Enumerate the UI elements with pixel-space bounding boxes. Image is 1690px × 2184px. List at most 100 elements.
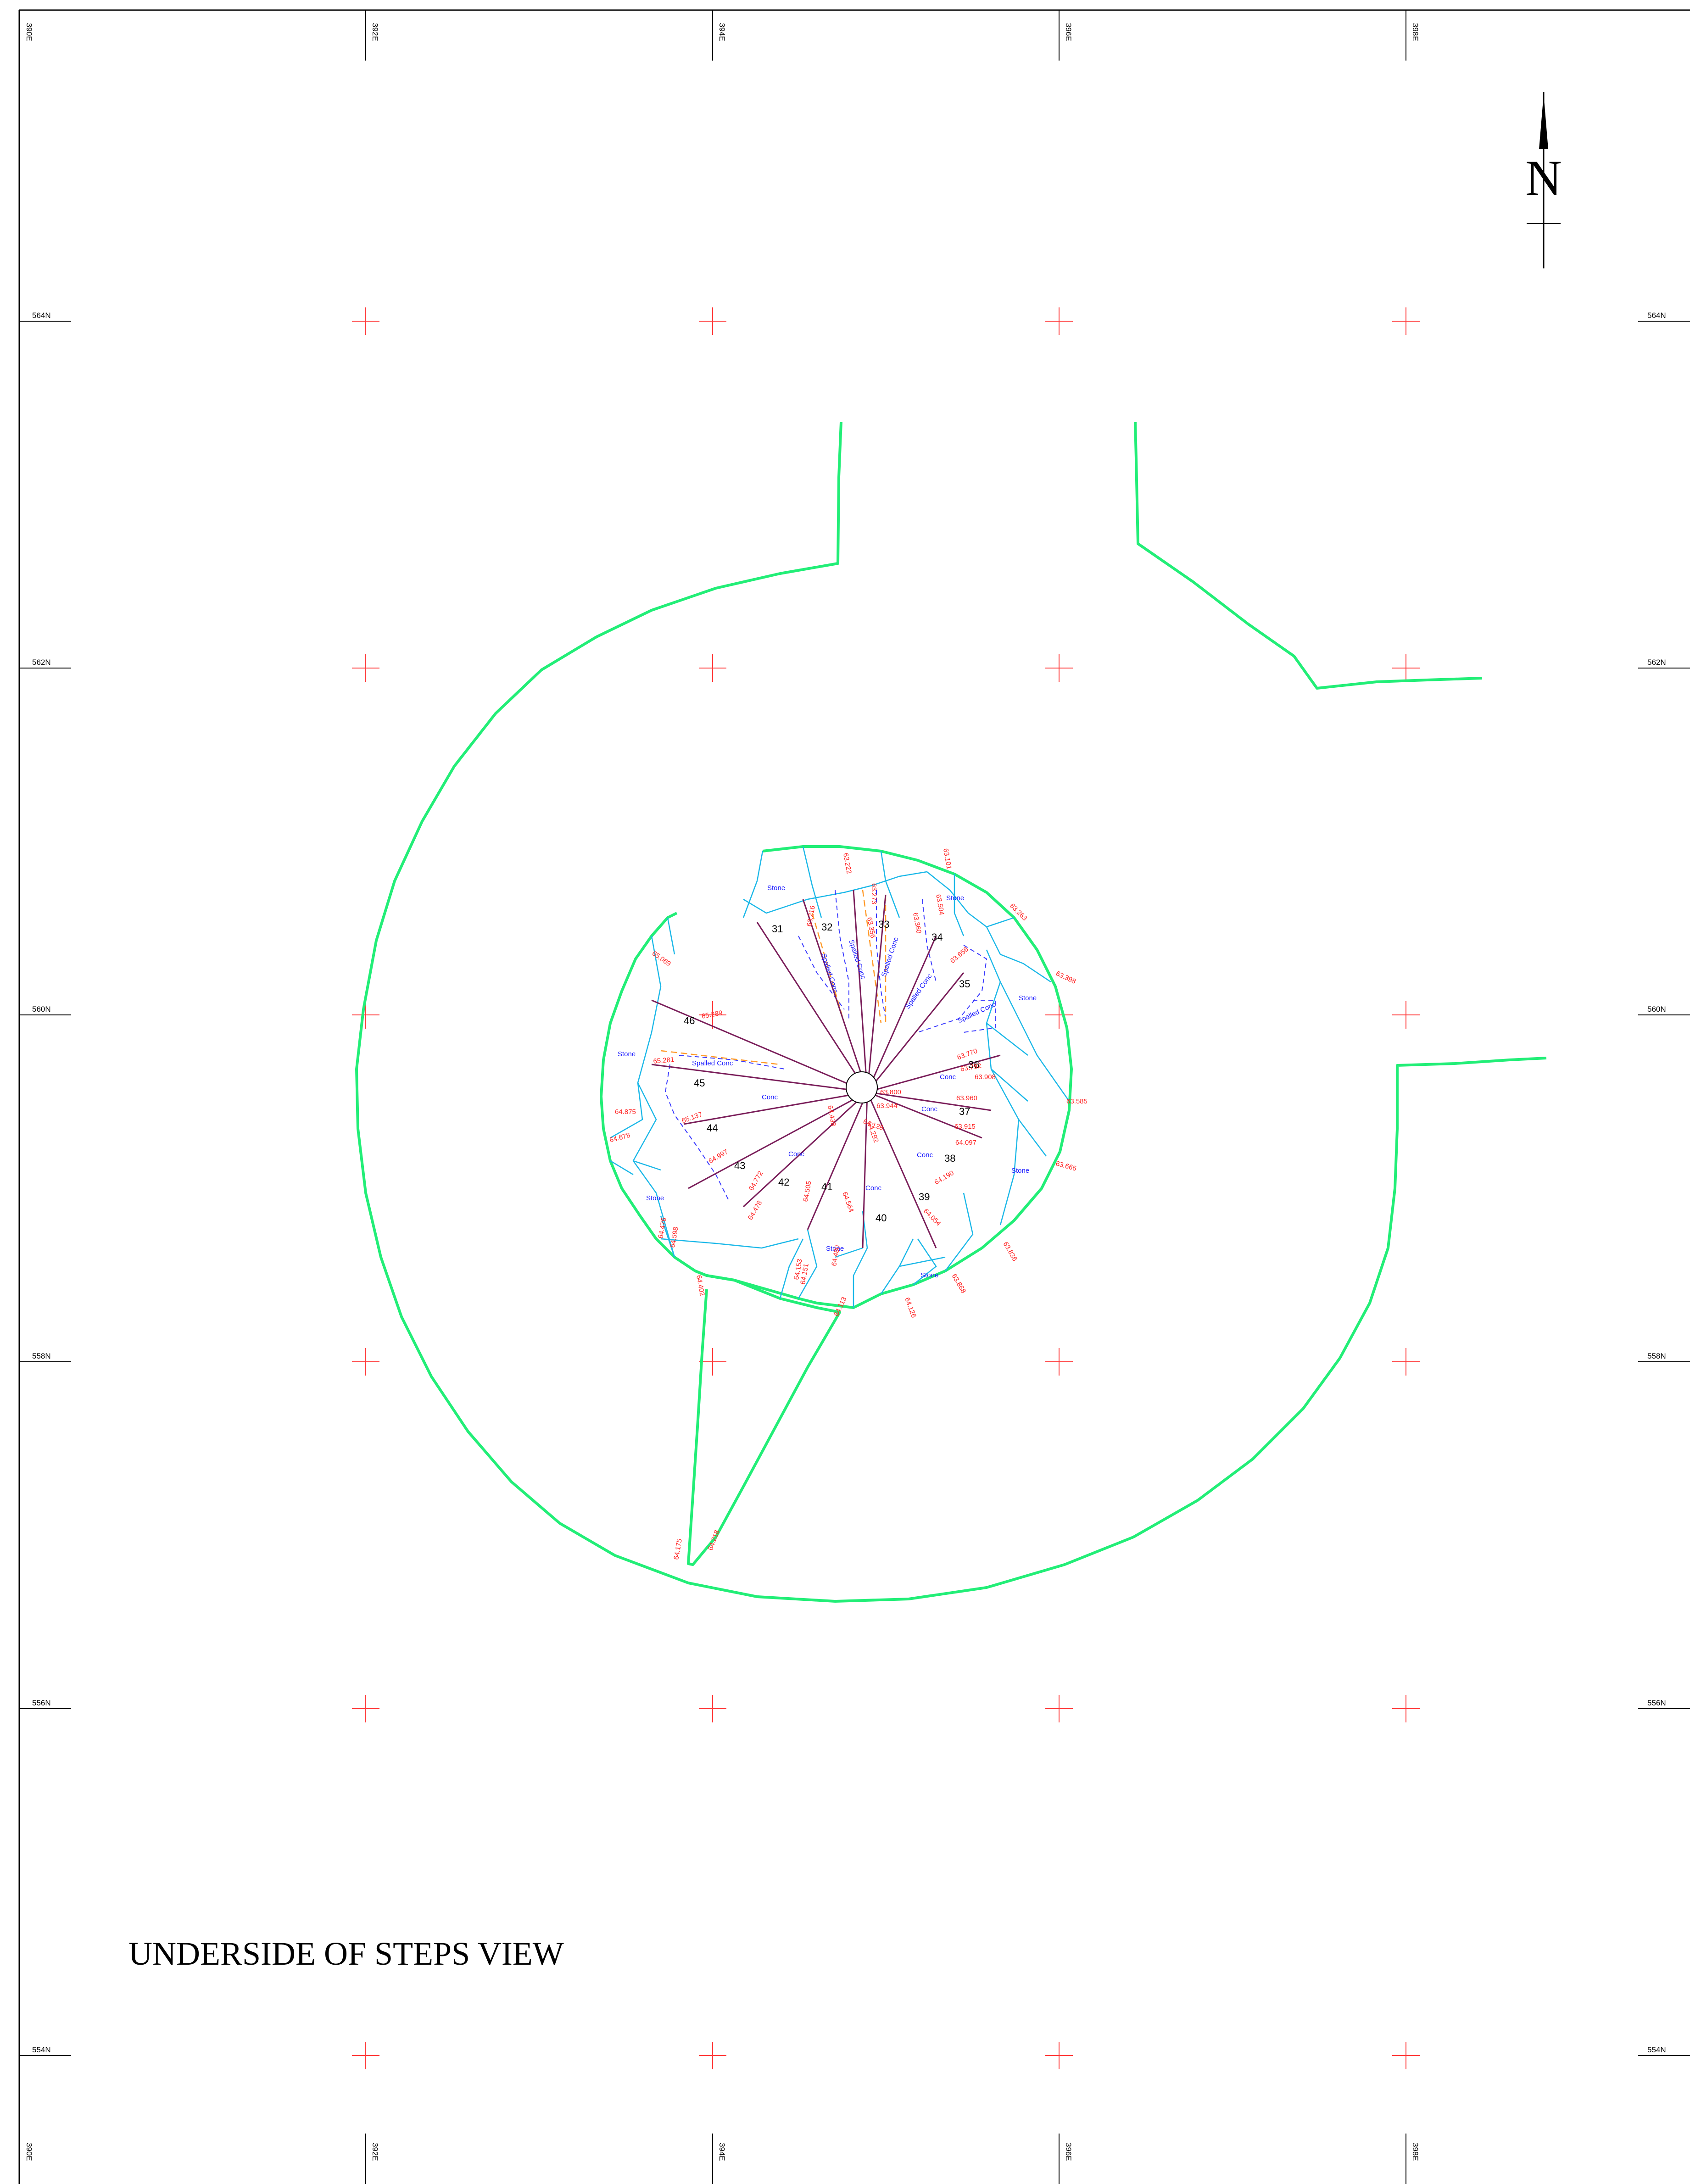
elevation-label: 63.960: [956, 1094, 977, 1102]
step-number: 32: [821, 921, 832, 933]
step-number: 34: [931, 931, 943, 943]
elevation-label: 64.126: [903, 1297, 918, 1319]
elevation-label: 63.356: [865, 917, 877, 939]
grid-crosshair: [1045, 654, 1073, 682]
material-label: Conc: [788, 1150, 805, 1158]
elevation-label: 64.478: [747, 1199, 764, 1221]
drawing-title: UNDERSIDE OF STEPS VIEW: [128, 1935, 564, 1972]
northing-label: 560N: [1647, 1005, 1666, 1014]
material-label: Stone: [920, 1271, 938, 1279]
grid-crosshair: [699, 1348, 726, 1376]
grid-crosshair: [1045, 307, 1073, 335]
material-label: Stone: [1011, 1167, 1029, 1175]
material-label: Stone: [946, 894, 964, 902]
elevation-label: 64.598: [669, 1226, 680, 1248]
elevation-label: 65.069: [651, 949, 672, 968]
easting-labels-bottom: 390E 392E 394E 396E 398E: [25, 2143, 1420, 2161]
lower-entry-wall: [687, 1270, 841, 1566]
grid-crosshair: [352, 1695, 379, 1722]
elevation-labels: 63.222 63.101 63.263 63.398 63.585 63.66…: [609, 848, 1088, 1560]
elevation-label: 63.908: [975, 1073, 996, 1081]
easting-label: 390E: [25, 23, 33, 41]
elevation-label: 63.398: [1054, 969, 1077, 986]
grid-crosshair: [699, 654, 726, 682]
elevation-label: 64.997: [708, 1148, 730, 1165]
easting-label: 396E: [1064, 2143, 1073, 2161]
elevation-label: 64.678: [609, 1131, 631, 1144]
grid-crosshair: [699, 2042, 726, 2069]
grid-crosshair: [1392, 1695, 1420, 1722]
easting-label: 394E: [718, 23, 726, 41]
elevation-label: 64.218: [707, 1529, 721, 1551]
step-number: 36: [968, 1059, 979, 1070]
material-labels: Stone Stone Stone Stone Stone Stone Ston…: [618, 884, 1037, 1279]
grid-crosshairs: [352, 307, 1420, 2069]
north-arrow-head: [1539, 94, 1548, 149]
material-label: Stone: [826, 1245, 844, 1253]
easting-label: 390E: [25, 2143, 33, 2161]
material-label: Spalled Conc: [820, 953, 840, 994]
step-number: 42: [778, 1176, 789, 1188]
step-number: 37: [959, 1106, 970, 1117]
grid-crosshair: [1045, 1348, 1073, 1376]
elevation-label: 63.360: [911, 912, 923, 934]
easting-label: 392E: [371, 23, 379, 41]
elevation-label: 63.101: [942, 848, 953, 870]
grid-crosshair: [699, 307, 726, 335]
material-label: Conc: [917, 1151, 933, 1159]
grid-crosshair: [1392, 1348, 1420, 1376]
elevation-label: 63.836: [1002, 1241, 1019, 1263]
material-label: Stone: [646, 1194, 664, 1202]
grid-crosshair: [1392, 1001, 1420, 1029]
step-number: 44: [707, 1122, 718, 1134]
grid-crosshair: [1045, 2042, 1073, 2069]
northing-label: 558N: [32, 1352, 51, 1360]
elevation-label: 63.263: [1008, 902, 1028, 922]
elevation-label: 64.175: [672, 1538, 684, 1560]
northing-ticks: [19, 321, 1690, 2056]
grid-crosshair: [1045, 1695, 1073, 1722]
elevation-label: 63.915: [954, 1123, 976, 1131]
elevation-label: 63.800: [880, 1088, 901, 1096]
material-label: Stone: [1019, 994, 1037, 1002]
material-label: Conc: [762, 1093, 778, 1101]
elevation-label: 64.190: [933, 1169, 955, 1187]
stone-joints: [610, 846, 1070, 1308]
elevation-label: 64.564: [841, 1191, 855, 1214]
northing-label: 554N: [1647, 2045, 1666, 2054]
grid-crosshair: [352, 1348, 379, 1376]
step-number: 33: [878, 919, 889, 930]
grid-crosshair: [699, 1695, 726, 1722]
step-number: 45: [694, 1077, 705, 1089]
step-number: 46: [684, 1015, 695, 1026]
elevation-label: 64.875: [615, 1108, 636, 1116]
material-label: Conc: [921, 1105, 938, 1113]
sheet-frame: [18, 9, 1690, 2184]
northing-label: 554N: [32, 2045, 51, 2054]
step-edges: [651, 890, 1001, 1248]
elevation-label: 63.944: [876, 1102, 898, 1110]
elevation-label: 64.097: [955, 1139, 976, 1147]
easting-label: 394E: [718, 2143, 726, 2161]
northing-label: 560N: [32, 1005, 51, 1014]
northing-label: 564N: [32, 311, 51, 320]
elevation-label: 63.666: [1055, 1159, 1077, 1172]
step-number: 43: [734, 1160, 745, 1171]
step-number: 31: [772, 923, 783, 935]
northing-label: 562N: [1647, 658, 1666, 667]
step-number: 39: [919, 1191, 930, 1203]
grid-crosshair: [1045, 1001, 1073, 1029]
elevation-label: 63.222: [842, 852, 853, 875]
elevation-label: 63.504: [934, 894, 946, 916]
step-number: 35: [959, 978, 970, 990]
elevation-label: 64.438: [826, 1105, 837, 1127]
step-numbers: 31 32 33 34 35 36 37 38 39 40 41 42 43 4…: [684, 919, 979, 1224]
grid-crosshair: [699, 1001, 726, 1029]
north-arrow: N: [1525, 92, 1562, 268]
grid-crosshair: [1392, 654, 1420, 682]
material-label: Stone: [618, 1050, 636, 1058]
step-number: 41: [821, 1181, 832, 1192]
grid-crosshair: [352, 654, 379, 682]
step-number: 40: [876, 1212, 887, 1224]
